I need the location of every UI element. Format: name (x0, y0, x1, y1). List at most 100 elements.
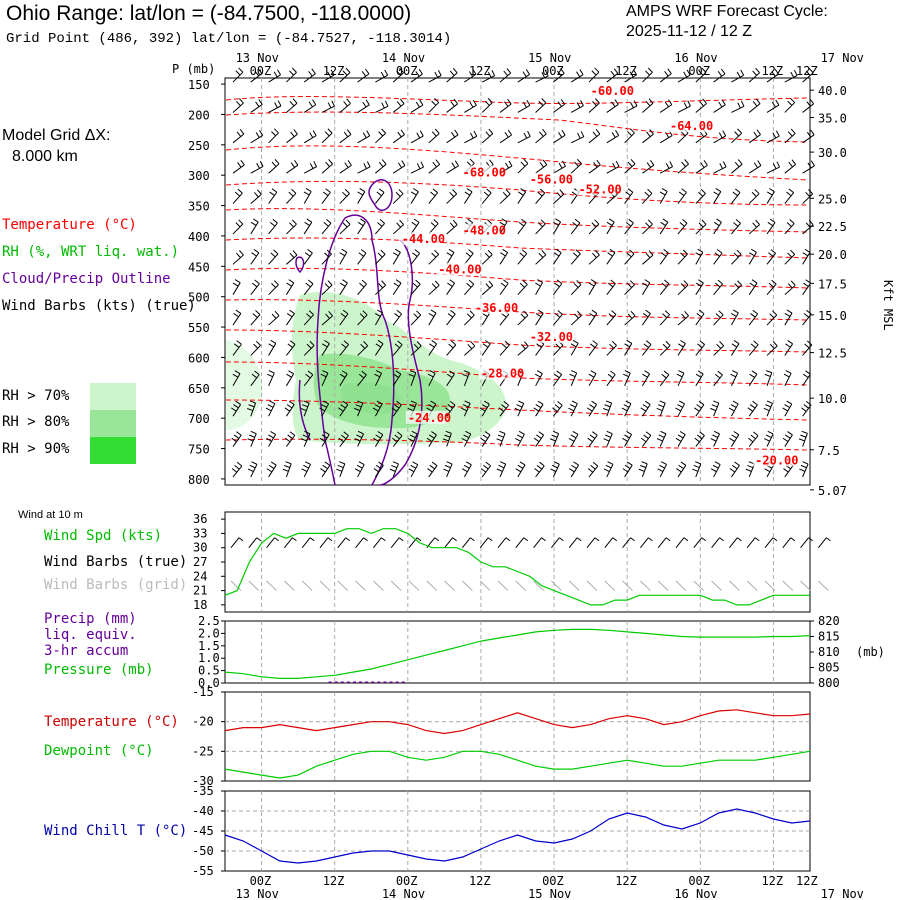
wind-barb (321, 343, 330, 356)
temperature-contour (225, 145, 809, 181)
wind-barb-flag (648, 250, 654, 256)
wind-barb (748, 193, 760, 204)
kft-axis-label: Kft MSL (881, 280, 895, 331)
wind-barb-flag (291, 219, 297, 225)
wind-barb-flag (587, 468, 594, 473)
wind-barb (624, 284, 635, 296)
wind-barb-flag (713, 191, 720, 196)
wind-barb-flag (415, 279, 421, 285)
wind-barb (446, 134, 459, 144)
wind-barb-flag (717, 71, 723, 77)
wind-barb-flag (755, 219, 760, 225)
pressure-tick-label: 820 (818, 614, 840, 628)
bottom-date-label: 14 Nov (382, 887, 425, 900)
wind10m-grid-barb (657, 580, 669, 591)
wind-barb-flag (484, 431, 491, 436)
wind-barb (535, 75, 549, 83)
wind-barb-flag (419, 99, 424, 106)
wind-barb-flag (734, 461, 740, 466)
wind-barb (428, 223, 439, 235)
wind-barb-flag (715, 313, 721, 319)
wind-barb-flag (366, 161, 371, 168)
bottom-time-label: 00Z (542, 874, 564, 888)
bottom-date-label: 13 Nov (236, 887, 279, 900)
wind-barb (428, 284, 440, 296)
wind-barb (731, 74, 744, 83)
p-tick-label: 350 (188, 200, 210, 214)
wind-barb-flag (396, 101, 402, 107)
wind-barb (463, 464, 472, 478)
wind-barb (642, 254, 654, 265)
wind-barb-flag (805, 279, 811, 284)
kft-tick-label: 15.0 (818, 309, 847, 323)
wind-barb-flag (643, 434, 649, 439)
wind-barb-flag (307, 249, 313, 254)
wind-barb-flag (640, 437, 647, 443)
legend-liq-equiv: liq. equiv. (44, 627, 137, 643)
wind-barb-flag (785, 370, 792, 374)
wind-barb-flag (248, 434, 255, 438)
wind-barb-flag (323, 222, 329, 227)
wind-barb (624, 74, 637, 83)
wind-barb-flag (463, 464, 470, 469)
wind-barb-flag (552, 407, 558, 412)
wind-barb-flag (485, 461, 491, 467)
wind-barb-flag (661, 282, 667, 288)
wind-barb-flag (289, 252, 295, 259)
temp-tick-label: -15 (192, 685, 214, 699)
wind-barb (695, 164, 708, 174)
wind-barb-flag (549, 438, 556, 442)
wind-barb (446, 433, 452, 447)
wind-barb-flag (643, 343, 649, 348)
wind-barb (499, 252, 509, 265)
wind-barb-flag (398, 189, 404, 195)
wind-barb (446, 344, 457, 356)
wind-barb (731, 284, 742, 296)
wind-barb (303, 221, 313, 235)
wind-barb-flag (775, 99, 780, 106)
wind-barb-flag (327, 280, 333, 286)
wind-barb (446, 224, 458, 235)
wind-barb-flag (754, 189, 760, 195)
precip-bar (377, 681, 381, 683)
wind-barb-flag (810, 160, 815, 167)
wind-barb-flag (449, 370, 455, 375)
precip-bar (359, 681, 363, 683)
wind-barb-flag (787, 340, 793, 345)
temperature-label-bg (667, 119, 708, 133)
wind-barb-flag (485, 131, 491, 137)
wind-barb-flag (771, 101, 776, 108)
wind-barb-flag (722, 130, 727, 137)
wind10m-true-barb (604, 537, 614, 549)
wind-barb (303, 73, 316, 83)
wind-barb-flag (541, 72, 546, 78)
wind-barb-flag (699, 101, 704, 107)
wind-barb (268, 403, 276, 417)
wind10m-true-barb (452, 537, 457, 542)
wind-barb-flag (462, 404, 469, 408)
wind-barb-flag (363, 163, 367, 169)
wind-barb-flag (718, 132, 723, 139)
wind-barb-flag (342, 70, 348, 76)
wind-barb-flag (324, 131, 330, 137)
legend-rh80-swatch (90, 410, 136, 437)
wind-barb-flag (395, 279, 402, 284)
wind-barb (713, 374, 723, 387)
wind-barb-flag (533, 407, 540, 412)
wind-barb (606, 194, 618, 204)
wind-barb-flag (364, 68, 370, 75)
wind-barb-flag (485, 283, 491, 289)
wind-barb (321, 163, 333, 174)
temperature-label: -32.00 (530, 330, 573, 344)
wind-barb-flag (446, 461, 453, 465)
wind-barb-flag (346, 129, 352, 135)
wind-barb-flag (611, 132, 616, 138)
wind-barb (339, 224, 351, 235)
wind-barb (232, 192, 243, 204)
wind-barb (232, 434, 242, 447)
wind-barb-flag (713, 221, 720, 227)
wind-barb-flag (606, 430, 613, 435)
windchill-tick-label: -45 (192, 824, 214, 838)
wind-barb-flag (361, 279, 367, 285)
wind-barb-flag (282, 468, 289, 472)
